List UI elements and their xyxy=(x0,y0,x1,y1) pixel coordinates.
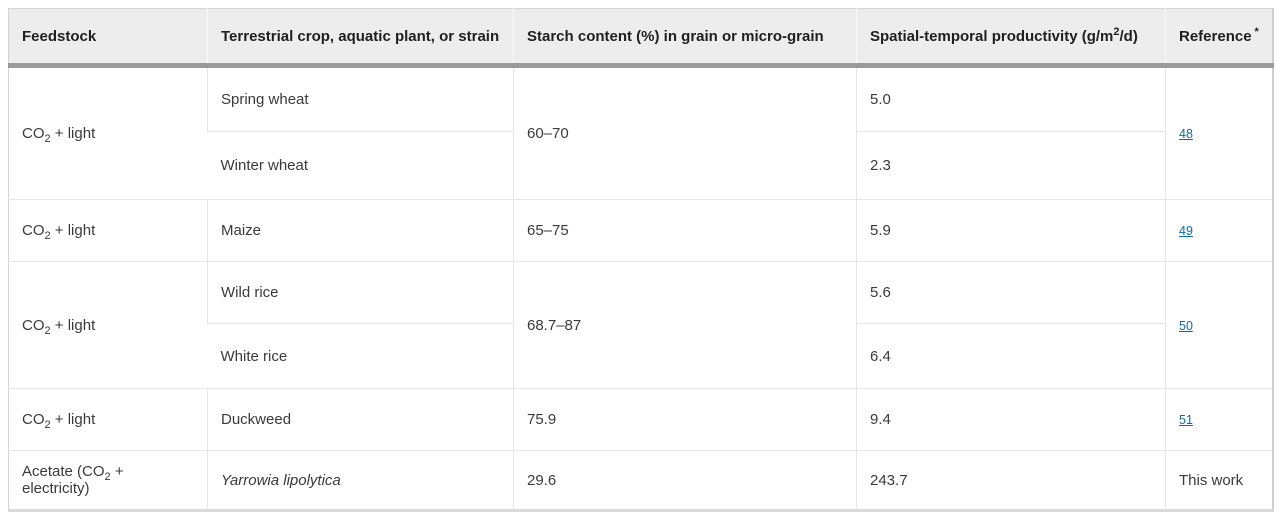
productivity-cell: 9.4 xyxy=(856,388,1166,451)
productivity-header-unit-suffix: /d) xyxy=(1119,27,1138,45)
feedstock-text: Acetate (CO xyxy=(22,463,105,480)
reference-this-work: This work xyxy=(1179,471,1244,489)
productivity-cell: 5.0 xyxy=(856,65,1166,132)
productivity-header-superscript: 2 xyxy=(1113,25,1120,38)
feedstock-text: CO xyxy=(22,125,45,142)
productivity-cell: 5.6 xyxy=(856,261,1166,324)
reference-cell: 50 xyxy=(1165,261,1273,389)
feedstock-cell: CO2 + light xyxy=(8,65,208,200)
column-header-crop: Terrestrial crop, aquatic plant, or stra… xyxy=(207,8,514,68)
starch-cell: 75.9 xyxy=(513,388,857,451)
column-header-starch: Starch content (%) in grain or micro-gra… xyxy=(513,8,857,68)
feedstock-text: CO xyxy=(22,411,45,428)
table-row: Winter wheat 2.3 xyxy=(9,131,1273,200)
crop-cell-strain-name: Yarrowia lipolytica xyxy=(207,450,514,511)
crop-cell: White rice xyxy=(207,323,514,389)
table-row: White rice 6.4 xyxy=(9,323,1273,389)
starch-cell: 68.7–87 xyxy=(513,261,857,389)
table-row: CO2 + light Duckweed 75.9 9.4 51 xyxy=(8,388,1273,451)
column-header-reference: Reference * xyxy=(1165,8,1273,68)
table-row: CO2 + light Maize 65–75 5.9 49 xyxy=(8,199,1273,262)
feedstock-text: + light xyxy=(50,316,96,334)
feedstock-subscript: 2 xyxy=(44,419,51,431)
reference-cell: 51 xyxy=(1165,388,1273,451)
productivity-cell: 5.9 xyxy=(856,199,1166,262)
feedstock-table-container: Feedstock Terrestrial crop, aquatic plan… xyxy=(8,8,1274,522)
feedstock-cell: CO2 + light xyxy=(8,388,208,451)
reference-header-text: Reference xyxy=(1179,27,1252,45)
productivity-cell: 243.7 xyxy=(856,450,1166,511)
crop-cell: Wild rice xyxy=(207,261,514,324)
crop-cell: Duckweed xyxy=(207,388,514,451)
crop-cell: Winter wheat xyxy=(207,131,514,200)
crop-cell: Spring wheat xyxy=(207,65,514,132)
header-row: Feedstock Terrestrial crop, aquatic plan… xyxy=(8,8,1273,68)
starch-cell: 29.6 xyxy=(513,450,857,511)
reference-link-50[interactable]: 50 xyxy=(1179,318,1193,333)
feedstock-cell: Acetate (CO2 + electricity) xyxy=(8,450,208,511)
feedstock-cell: CO2 + light xyxy=(8,199,208,262)
table-row: CO2 + light Spring wheat 60–70 5.0 48 xyxy=(8,65,1273,200)
reference-cell: 49 xyxy=(1165,199,1273,262)
reference-link-49[interactable]: 49 xyxy=(1179,224,1193,238)
feedstock-subscript: 2 xyxy=(104,471,111,483)
feedstock-subscript: 2 xyxy=(44,324,51,337)
productivity-cell: 6.4 xyxy=(856,323,1166,389)
column-header-productivity: Spatial-temporal productivity (g/m2/d) xyxy=(856,8,1166,68)
feedstock-text: + light xyxy=(50,411,96,428)
reference-link-51[interactable]: 51 xyxy=(1179,413,1193,427)
feedstock-subscript: 2 xyxy=(44,230,51,242)
feedstock-subscript: 2 xyxy=(44,133,51,145)
column-header-feedstock: Feedstock xyxy=(8,8,208,68)
feedstock-cell: CO2 + light xyxy=(8,261,208,389)
crop-cell: Maize xyxy=(207,199,514,262)
feedstock-text: + light xyxy=(50,222,96,239)
feedstock-text: CO xyxy=(22,316,45,334)
reference-cell: 48 xyxy=(1165,65,1273,200)
reference-cell: This work xyxy=(1165,450,1273,511)
table-row: CO2 + light Wild rice 68.7–87 5.6 50 xyxy=(8,261,1273,389)
reference-link-48[interactable]: 48 xyxy=(1179,127,1193,141)
starch-cell: 60–70 xyxy=(513,65,857,200)
productivity-header-text: Spatial-temporal productivity (g/m xyxy=(870,27,1114,45)
reference-footnote-marker: * xyxy=(1254,25,1259,38)
feedstock-text: + light xyxy=(50,125,96,142)
feedstock-text: + electricity) xyxy=(22,463,124,497)
productivity-cell: 2.3 xyxy=(856,131,1166,200)
feedstock-text: CO xyxy=(22,222,45,239)
feedstock-comparison-table: Feedstock Terrestrial crop, aquatic plan… xyxy=(8,8,1274,512)
starch-cell: 65–75 xyxy=(513,199,857,262)
table-row: Acetate (CO2 + electricity) Yarrowia lip… xyxy=(8,450,1273,511)
